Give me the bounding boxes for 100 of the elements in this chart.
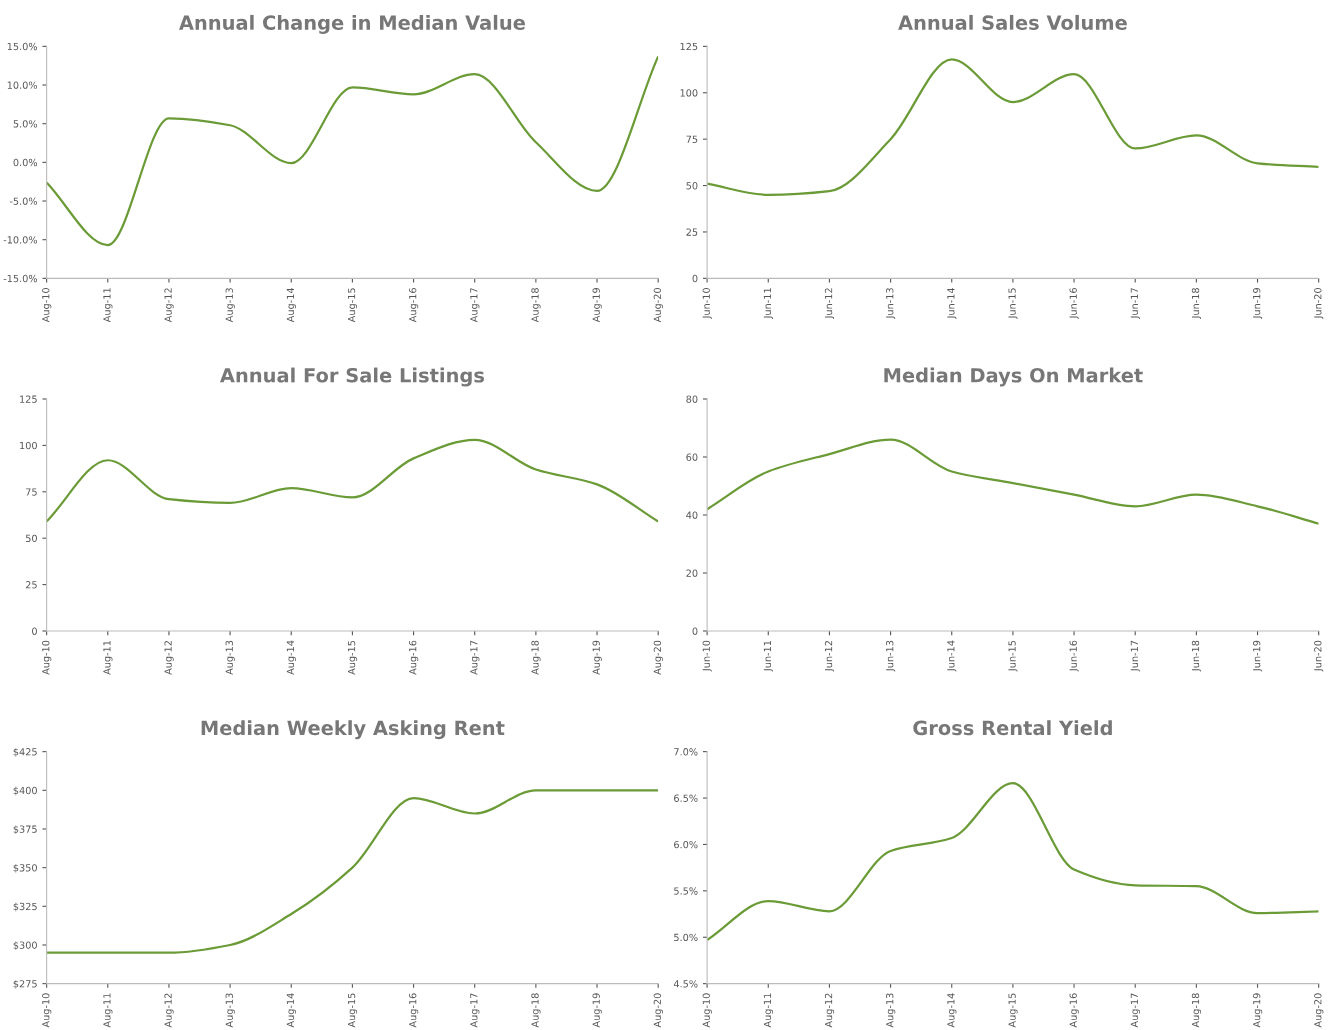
x-tick-label: Jun-20 xyxy=(1314,640,1324,672)
x-tick-label: Jun-13 xyxy=(886,640,896,672)
x-tick-label: Aug-13 xyxy=(225,993,235,1028)
x-tick-label: Aug-10 xyxy=(42,993,52,1028)
x-tick-label: Jun-10 xyxy=(702,640,712,672)
x-tick-label: Jun-17 xyxy=(1130,640,1140,672)
x-tick-label: Aug-19 xyxy=(592,640,602,675)
y-tick-label: 125 xyxy=(20,395,37,403)
x-tick-label: Jun-16 xyxy=(1069,640,1079,672)
line-series xyxy=(707,58,1319,196)
x-tick-label: Aug-11 xyxy=(103,993,113,1028)
line-series xyxy=(46,789,659,954)
x-tick-label: Aug-10 xyxy=(702,993,712,1028)
y-tick-label: 0 xyxy=(692,274,698,283)
line-series xyxy=(46,55,659,247)
y-tick-label: 50 xyxy=(686,182,698,190)
x-tick-label: Aug-11 xyxy=(763,993,773,1028)
y-tick-label: 20 xyxy=(686,569,698,577)
x-tick-label: Aug-14 xyxy=(286,640,296,675)
x-tick-label: Jun-15 xyxy=(1008,288,1018,319)
x-tick-label: Aug-16 xyxy=(409,993,419,1028)
x-tick-label: Aug-18 xyxy=(531,288,541,323)
x-tick-label: Aug-19 xyxy=(592,288,602,323)
line-series xyxy=(46,438,659,523)
y-tick-label: 5.5% xyxy=(674,887,698,895)
x-tick-label: Aug-18 xyxy=(1191,993,1202,1028)
chart-title: Annual For Sale Listings xyxy=(219,367,484,387)
y-tick-label: 75 xyxy=(26,488,37,496)
x-tick-label: Aug-14 xyxy=(947,993,957,1028)
x-tick-label: Jun-15 xyxy=(1008,640,1018,672)
x-tick-label: Jun-11 xyxy=(763,640,773,672)
y-tick-label: $400 xyxy=(13,786,37,796)
x-tick-label: Jun-12 xyxy=(824,288,835,319)
x-tick-label: Aug-13 xyxy=(886,993,896,1028)
x-tick-label: Jun-11 xyxy=(763,288,773,319)
x-tick-label: Aug-19 xyxy=(1252,993,1263,1028)
y-tick-label: 10.0% xyxy=(7,81,38,89)
chart-title: Annual Change in Median Value xyxy=(178,14,525,34)
y-tick-label: 6.0% xyxy=(674,840,698,849)
y-tick-label: -15.0% xyxy=(3,274,38,283)
x-tick-label: Aug-20 xyxy=(653,288,663,323)
x-tick-label: Aug-11 xyxy=(103,288,113,323)
y-tick-label: 0.0% xyxy=(13,158,38,167)
x-tick-label: Aug-12 xyxy=(164,288,174,323)
x-tick-label: Jun-14 xyxy=(947,640,957,672)
y-tick-label: 50 xyxy=(25,534,37,543)
x-tick-label: Jun-14 xyxy=(947,287,957,319)
x-tick-label: Aug-16 xyxy=(409,640,419,675)
y-tick-label: $300 xyxy=(13,941,37,951)
x-tick-label: Aug-16 xyxy=(1069,993,1079,1028)
y-tick-label: 75 xyxy=(686,135,698,143)
y-tick-label: 7.0% xyxy=(674,748,698,756)
y-tick-label: $325 xyxy=(13,902,37,912)
x-tick-label: Jun-19 xyxy=(1252,640,1263,672)
y-tick-label: $275 xyxy=(13,979,37,989)
x-tick-label: Jun-20 xyxy=(1314,288,1324,319)
x-tick-label: Aug-15 xyxy=(348,288,358,323)
x-tick-label: Jun-16 xyxy=(1069,287,1079,319)
x-tick-label: Aug-12 xyxy=(164,641,174,675)
chart-title: Median Days On Market xyxy=(884,367,1143,387)
x-tick-label: Aug-20 xyxy=(1314,993,1324,1028)
y-tick-label: $425 xyxy=(13,747,37,757)
y-tick-label: 6.5% xyxy=(674,794,698,802)
x-tick-label: Jun-13 xyxy=(886,288,896,319)
y-tick-label: $350 xyxy=(13,863,37,873)
line-series xyxy=(707,782,1319,942)
x-tick-label: Aug-15 xyxy=(348,993,358,1028)
x-tick-label: Jun-10 xyxy=(702,288,712,319)
x-tick-label: Aug-13 xyxy=(225,288,235,323)
x-tick-label: Aug-12 xyxy=(164,993,174,1028)
chart-title: Median Weekly Asking Rent xyxy=(201,720,505,740)
y-tick-label: 100 xyxy=(20,441,37,450)
y-tick-label: -5.0% xyxy=(9,197,38,205)
x-tick-label: Jun-18 xyxy=(1191,640,1201,672)
x-tick-label: Aug-17 xyxy=(1130,993,1140,1028)
chart-title: Gross Rental Yield xyxy=(913,720,1112,736)
y-tick-label: 60 xyxy=(686,453,698,461)
x-tick-label: Aug-13 xyxy=(225,640,235,675)
y-tick-label: 5.0% xyxy=(674,933,698,942)
x-tick-label: Jun-17 xyxy=(1130,288,1140,319)
x-tick-label: Aug-19 xyxy=(592,993,602,1028)
line-series xyxy=(707,438,1319,525)
x-tick-label: Aug-16 xyxy=(409,287,419,323)
x-tick-label: Aug-10 xyxy=(42,640,52,675)
x-tick-label: Jun-12 xyxy=(824,641,835,672)
chart-title: Annual Sales Volume xyxy=(898,14,1127,30)
y-tick-label: 5.0% xyxy=(13,120,38,128)
x-tick-label: Aug-14 xyxy=(286,287,296,323)
x-tick-label: Aug-17 xyxy=(470,993,480,1028)
y-tick-label: $375 xyxy=(13,825,37,835)
x-tick-label: Aug-12 xyxy=(824,993,835,1028)
x-tick-label: Aug-17 xyxy=(470,288,480,323)
y-tick-label: 4.5% xyxy=(673,980,698,988)
x-tick-label: Aug-11 xyxy=(103,640,113,675)
y-tick-label: 100 xyxy=(680,89,698,97)
x-tick-label: Aug-10 xyxy=(42,288,52,323)
y-tick-label: -10.0% xyxy=(3,236,38,244)
x-tick-label: Jun-18 xyxy=(1191,288,1201,319)
x-tick-label: Aug-15 xyxy=(348,640,358,675)
x-tick-label: Aug-20 xyxy=(653,640,663,675)
